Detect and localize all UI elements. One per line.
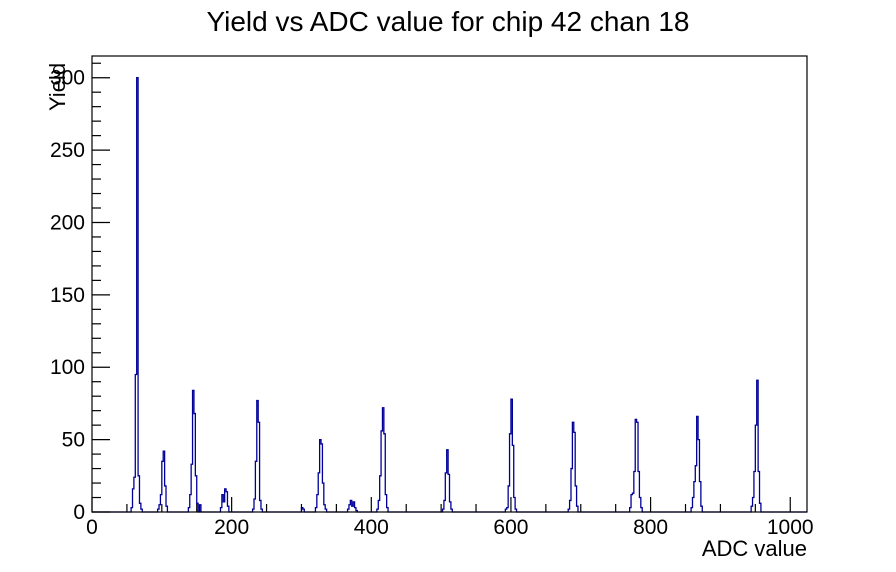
y-tick-label: 250 bbox=[50, 139, 85, 162]
x-tick-label: 0 bbox=[86, 516, 98, 539]
plot-frame bbox=[91, 55, 808, 513]
y-tick-label: 300 bbox=[50, 67, 85, 90]
x-tick-label: 400 bbox=[354, 516, 389, 539]
x-tick-label: 200 bbox=[214, 516, 249, 539]
x-axis-title: ADC value bbox=[701, 536, 807, 561]
histogram-line bbox=[92, 77, 807, 513]
y-tick-label: 150 bbox=[50, 284, 85, 307]
y-tick-label: 0 bbox=[73, 501, 85, 524]
chart-title: Yield vs ADC value for chip 42 chan 18 bbox=[206, 6, 690, 37]
y-tick-label: 100 bbox=[50, 356, 85, 379]
x-tick-label: 1000 bbox=[767, 516, 814, 539]
x-tick-label: 600 bbox=[493, 516, 528, 539]
y-tick-label: 50 bbox=[62, 429, 85, 452]
x-tick-label: 800 bbox=[633, 516, 668, 539]
y-tick-label: 200 bbox=[50, 211, 85, 234]
y-axis-title: Yield bbox=[45, 62, 70, 112]
